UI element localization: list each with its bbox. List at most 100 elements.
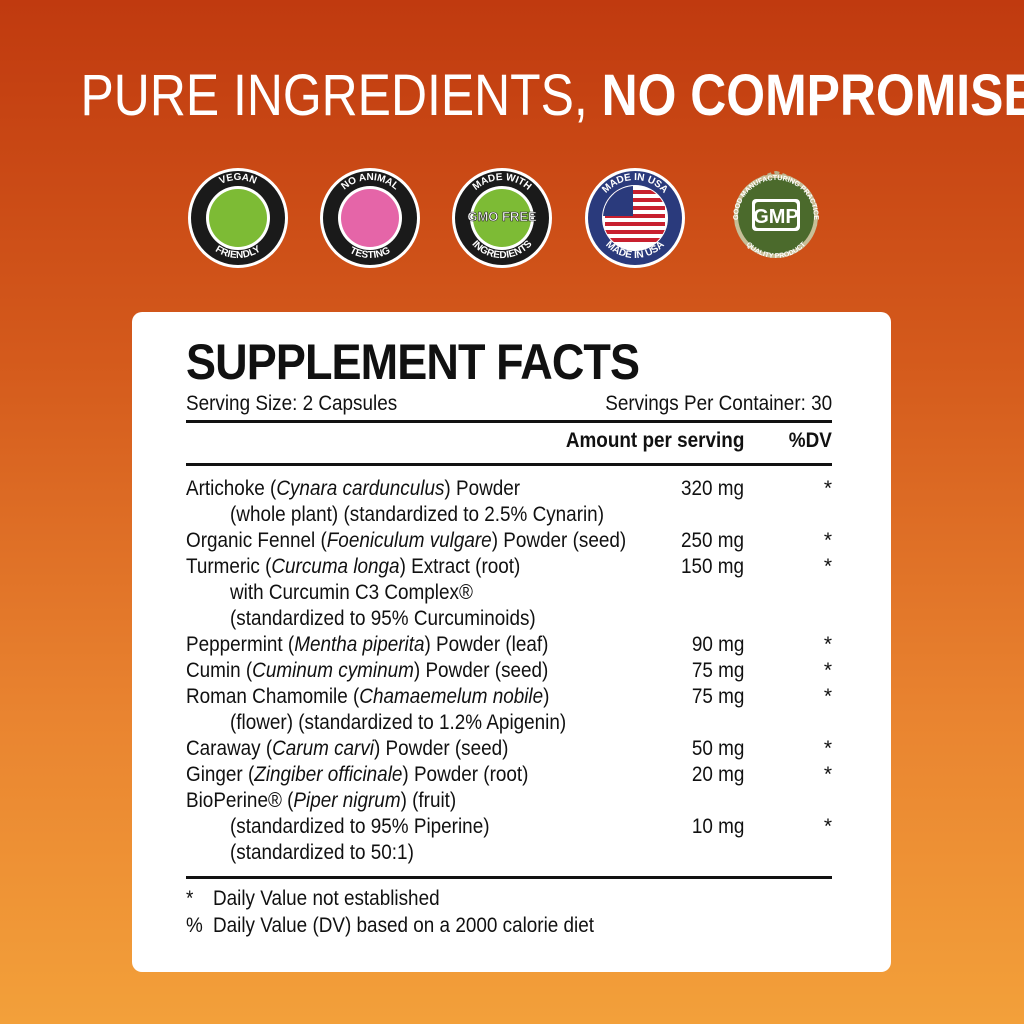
headline-light: PURE INGREDIENTS, [80, 63, 602, 128]
badge-top-text: VEGAN [218, 172, 258, 187]
ingredient-text: Ginger ( [186, 763, 255, 786]
ingredient-name: Peppermint (Mentha piperita) Powder (lea… [186, 632, 548, 658]
ingredient-amount: 50 mg [691, 737, 744, 760]
ingredient-name: (standardized to 95% Curcuminoids) [230, 606, 536, 632]
footnote-text: Daily Value not established [213, 887, 440, 910]
ingredient-text: ) (fruit) [400, 789, 457, 812]
ingredient-name: Roman Chamomile (Chamaemelum nobile) [186, 684, 549, 710]
ingredient-row: with Curcumin C3 Complex® [186, 580, 832, 606]
ingredient-dv: * [823, 555, 832, 578]
headline: PURE INGREDIENTS, NO COMPROMISES [0, 62, 1024, 129]
footnote-symbol: * [186, 887, 194, 910]
badge-center-text: GMO FREE [467, 209, 537, 224]
ingredient-text: (standardized to 95% Piperine) [230, 815, 490, 838]
ingredient-text: Artichoke ( [186, 477, 277, 500]
ingredient-latin-name: Carum carvi [272, 737, 375, 760]
ingredient-name: with Curcumin C3 Complex® [230, 580, 473, 606]
ingredient-text: with Curcumin C3 Complex® [230, 581, 473, 604]
ingredient-row: Ginger (Zingiber officinale) Powder (roo… [186, 762, 832, 788]
servings-per-container: Servings Per Container: 30 [605, 392, 832, 415]
ingredient-latin-name: Curcuma longa [271, 555, 400, 578]
ingredient-text: ) Powder (seed) [491, 529, 627, 552]
footnote: % Daily Value (DV) based on a 2000 calori… [186, 912, 767, 939]
ingredient-text: ) Powder (leaf) [424, 633, 549, 656]
ingredient-dv: * [823, 737, 832, 760]
serving-size: Serving Size: 2 Capsules [186, 392, 398, 415]
ingredient-name: Artichoke (Cynara cardunculus) Powder [186, 476, 520, 502]
made-in-usa-badge-icon: MADE IN USA MADE IN USA [583, 166, 687, 270]
ingredient-text: ) Powder (seed) [374, 737, 509, 760]
ingredient-text: (standardized to 95% Curcuminoids) [230, 607, 536, 630]
svg-text:FRIENDLY: FRIENDLY [213, 244, 263, 261]
ingredient-latin-name: Piper nigrum [293, 789, 401, 812]
ingredient-amount: 150 mg [680, 555, 744, 578]
ingredient-row: (flower) (standardized to 1.2% Apigenin) [186, 710, 832, 736]
ingredient-dv: * [823, 633, 832, 656]
ingredient-dv: * [823, 477, 832, 500]
ingredient-name: Caraway (Carum carvi) Powder (seed) [186, 736, 508, 762]
ingredient-latin-name: Foeniculum vulgare [326, 529, 492, 552]
ingredient-dv: * [823, 685, 832, 708]
ingredient-text: ) [543, 685, 550, 708]
svg-text:VEGAN: VEGAN [218, 172, 258, 187]
ingredient-text: Caraway ( [186, 737, 273, 760]
ingredient-row: (whole plant) (standardized to 2.5% Cyna… [186, 502, 832, 528]
ingredient-row: Roman Chamomile (Chamaemelum nobile) 75 … [186, 684, 832, 710]
ingredient-text: ) Extract (root) [399, 555, 521, 578]
ingredient-row: Organic Fennel (Foeniculum vulgare) Powd… [186, 528, 832, 554]
gmp-badge-icon: GOOD MANUFACTURING PRACTICE QUALITY PROD… [724, 166, 828, 270]
ingredient-row: Turmeric (Curcuma longa) Extract (root) … [186, 554, 832, 580]
ingredient-text: ) Powder (seed) [413, 659, 549, 682]
badge-bottom-text: FRIENDLY [213, 244, 263, 261]
ingredient-amount: 90 mg [691, 633, 744, 656]
ingredient-amount: 20 mg [691, 763, 744, 786]
ingredient-row: Artichoke (Cynara cardunculus) Powder 32… [186, 476, 832, 502]
ingredient-name: Organic Fennel (Foeniculum vulgare) Powd… [186, 528, 626, 554]
ingredient-amount: 75 mg [691, 659, 744, 682]
ingredient-dv: * [823, 529, 832, 552]
vegan-friendly-badge-icon: VEGAN FRIENDLY [186, 166, 290, 270]
ingredient-row: (standardized to 95% Curcuminoids) [186, 606, 832, 632]
certification-badges: VEGAN FRIENDLY NO ANIMAL TESTING MADE WI… [0, 166, 1024, 270]
ingredient-text: (whole plant) (standardized to 2.5% Cyna… [230, 503, 604, 526]
ingredient-name: (whole plant) (standardized to 2.5% Cyna… [230, 502, 604, 528]
footnotes: * Daily Value not established% Daily Value… [186, 879, 832, 939]
ingredient-dv: * [823, 763, 832, 786]
svg-text:TESTING: TESTING [348, 245, 392, 261]
ingredient-text: BioPerine® ( [186, 789, 294, 812]
ingredient-row: BioPerine® (Piper nigrum) (fruit) [186, 788, 832, 814]
ingredient-text: ) Powder (root) [402, 763, 529, 786]
divider [186, 876, 832, 879]
ingredient-dv: * [823, 659, 832, 682]
ingredient-list: Artichoke (Cynara cardunculus) Powder 32… [186, 466, 832, 876]
ingredient-row: Cumin (Cuminum cyminum) Powder (seed) 75… [186, 658, 832, 684]
ingredient-latin-name: Cuminum cyminum [252, 659, 414, 682]
footnote-text: Daily Value (DV) based on a 2000 calorie… [213, 914, 595, 937]
divider [186, 463, 832, 466]
ingredient-name: (standardized to 95% Piperine) [230, 814, 490, 840]
ingredient-text: Organic Fennel ( [186, 529, 327, 552]
amount-header: Amount per serving [565, 429, 744, 452]
ingredient-row: (standardized to 50:1) [186, 840, 832, 866]
ingredient-row: Caraway (Carum carvi) Powder (seed) 50 m… [186, 736, 832, 762]
ingredient-name: (flower) (standardized to 1.2% Apigenin) [230, 710, 566, 736]
ingredient-text: Peppermint ( [186, 633, 295, 656]
dv-header: %DV [788, 429, 832, 452]
ingredient-amount: 10 mg [691, 815, 744, 838]
ingredient-latin-name: Cynara cardunculus [276, 477, 445, 500]
badge-center-text: GMP [753, 206, 799, 228]
badge-bottom-text: TESTING [348, 245, 392, 261]
ingredient-text: ) Powder [444, 477, 521, 500]
ingredient-latin-name: Zingiber officinale [254, 763, 403, 786]
ingredient-text: (standardized to 50:1) [230, 841, 414, 864]
headline-bold: NO COMPROMISES [601, 63, 1024, 128]
footnote-symbol: % [186, 914, 203, 937]
ingredient-amount: 250 mg [680, 529, 744, 552]
ingredient-latin-name: Mentha piperita [294, 633, 425, 656]
ingredient-text: (flower) (standardized to 1.2% Apigenin) [230, 711, 567, 734]
ingredient-text: Roman Chamomile ( [186, 685, 360, 708]
ingredient-name: Ginger (Zingiber officinale) Powder (roo… [186, 762, 528, 788]
supplement-facts-panel: SUPPLEMENT FACTS Serving Size: 2 Capsule… [132, 312, 891, 972]
ingredient-amount: 320 mg [680, 477, 744, 500]
ingredient-name: BioPerine® (Piper nigrum) (fruit) [186, 788, 456, 814]
